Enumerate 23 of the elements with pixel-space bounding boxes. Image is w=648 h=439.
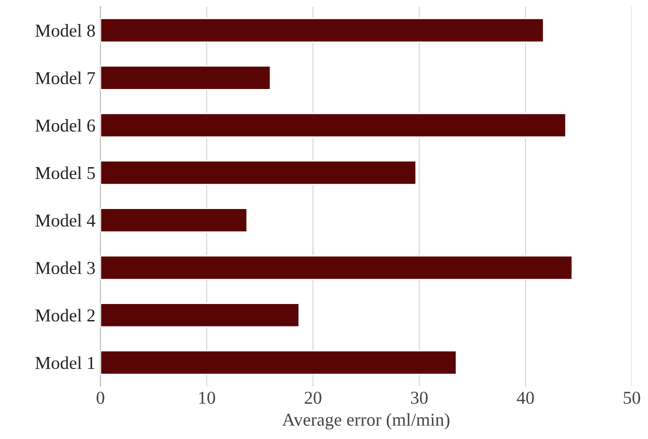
bar xyxy=(100,160,417,186)
bar xyxy=(100,350,458,376)
x-tick-label: 0 xyxy=(96,392,104,404)
x-tick-label: 40 xyxy=(516,392,534,404)
y-tick-label: Model 3 xyxy=(35,261,95,274)
y-tick-label: Model 1 xyxy=(35,356,94,370)
bar xyxy=(100,112,567,138)
bar xyxy=(100,65,272,90)
y-tick-label: Model 6 xyxy=(35,118,96,132)
x-tick-label: 20 xyxy=(304,392,322,404)
y-tick-label: Model 5 xyxy=(35,166,95,180)
y-tick-label: Model 4 xyxy=(35,214,96,227)
y-tick-label: Model 8 xyxy=(35,24,95,37)
y-tick-label: Model 7 xyxy=(35,72,96,84)
bar xyxy=(100,255,573,280)
x-tick-label: 50 xyxy=(624,392,640,404)
bar xyxy=(100,302,300,328)
x-tick-label: 30 xyxy=(411,392,428,404)
x-axis-title: Average error (ml/min) xyxy=(282,413,450,430)
bar xyxy=(100,18,544,43)
y-tick-label: Model 2 xyxy=(35,308,95,322)
bar xyxy=(100,208,248,233)
x-tick-label: 10 xyxy=(199,392,216,404)
